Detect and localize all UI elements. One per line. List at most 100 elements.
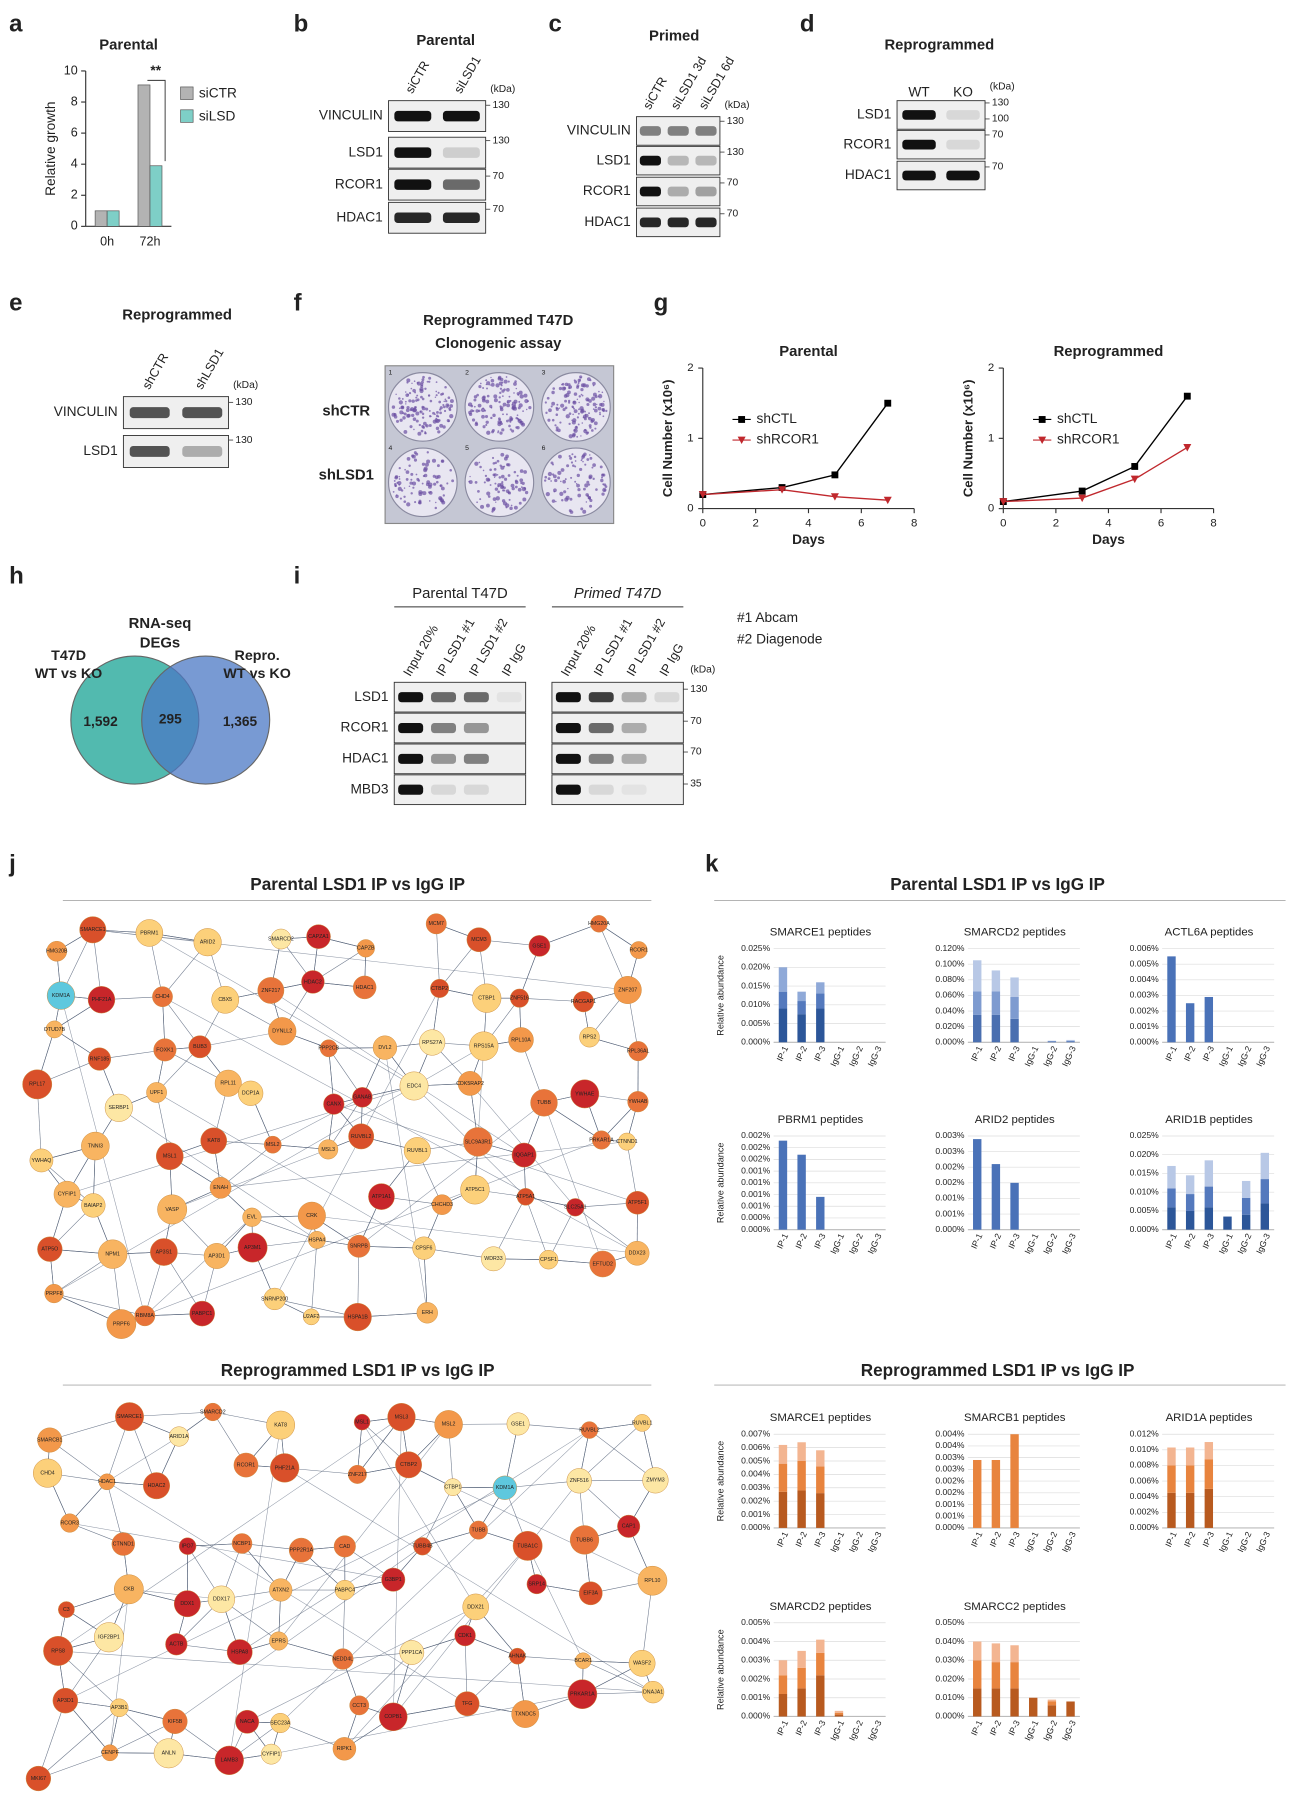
network-node — [111, 1532, 135, 1556]
panel-letter: f — [294, 289, 303, 316]
panel-title: Reprogrammed T47D — [423, 313, 573, 329]
y-tick-label: 0.000% — [741, 1224, 770, 1234]
colony — [439, 406, 443, 410]
colony — [398, 466, 401, 470]
network-node — [641, 1681, 665, 1704]
colony — [443, 409, 447, 413]
node-label: PPP2CB — [318, 1046, 339, 1052]
network-node — [332, 1737, 357, 1761]
network-edge — [422, 1487, 454, 1547]
colony — [485, 420, 489, 424]
x-axis-label: Days — [792, 532, 825, 547]
node-label: CDK5RAP2 — [456, 1081, 484, 1087]
marker-label: 70 — [493, 204, 505, 215]
colony — [486, 503, 490, 508]
bar-segment — [991, 1643, 1001, 1663]
colony — [442, 425, 446, 429]
network-node — [43, 1636, 74, 1666]
node-label: CTBP1 — [478, 996, 495, 1002]
colony — [600, 402, 605, 407]
network-node — [511, 1142, 537, 1168]
node-label: BUB3 — [193, 1044, 207, 1050]
colony — [499, 387, 503, 390]
colony — [601, 492, 605, 496]
node-label: SLC9A3R1 — [465, 1139, 491, 1145]
node-label: HDAC2 — [148, 1483, 166, 1489]
colony — [572, 407, 575, 410]
colony — [491, 456, 495, 460]
colony — [495, 496, 500, 501]
bar-segment — [778, 1491, 788, 1528]
colony — [513, 406, 517, 411]
colony — [522, 410, 524, 412]
venn-label: WT vs KO — [35, 666, 102, 682]
colony — [479, 465, 482, 469]
colony — [410, 492, 413, 495]
colony — [490, 378, 495, 383]
colony — [577, 423, 580, 426]
node-label: SMARCD2 — [268, 936, 294, 942]
node-label: RUVBL2 — [351, 1134, 372, 1140]
band — [667, 217, 689, 228]
colony — [554, 478, 558, 483]
node-label: AP3D1 — [57, 1698, 74, 1704]
colony — [474, 461, 479, 466]
colony — [551, 418, 555, 422]
node-label: PRPF6 — [113, 1321, 130, 1327]
network-node — [143, 1472, 170, 1500]
colony — [545, 491, 550, 497]
network-node — [238, 1080, 264, 1106]
colony — [497, 417, 501, 421]
node-label: RNF185 — [90, 1056, 110, 1062]
colony — [586, 480, 590, 484]
node-label: CENPF — [101, 1750, 119, 1756]
bar-segment — [1204, 1186, 1214, 1208]
colony — [446, 406, 448, 409]
colony — [398, 484, 401, 486]
colony — [398, 397, 401, 400]
bar-segment — [816, 982, 825, 994]
colony — [437, 415, 440, 418]
node-label: RPL10 — [644, 1578, 660, 1584]
colony — [568, 401, 571, 404]
network-node — [306, 924, 331, 949]
colony — [544, 475, 548, 479]
colony — [449, 404, 454, 408]
x-tick-label: 0 — [700, 517, 706, 529]
network-node — [93, 1622, 124, 1653]
colony — [501, 481, 504, 484]
y-tick-label: 0.002% — [1130, 1507, 1159, 1517]
colony — [410, 387, 413, 390]
y-tick-label: 0.020% — [1130, 1149, 1159, 1159]
colony — [406, 378, 411, 383]
colony — [500, 465, 505, 470]
colony — [515, 426, 518, 429]
node-label: ERH — [422, 1310, 433, 1316]
y-tick-label: 0.003% — [1130, 990, 1159, 1000]
network-edge — [128, 1589, 222, 1600]
colony — [486, 430, 491, 435]
venn-right — [141, 655, 271, 785]
legend-label: shRCOR1 — [1057, 432, 1119, 447]
colony — [550, 405, 553, 408]
x-tick-label: 0 — [1000, 517, 1006, 529]
colony — [426, 380, 429, 383]
y-tick-label: 0.004% — [741, 1636, 770, 1646]
node-label: CTNND1 — [113, 1541, 134, 1547]
node-label: TUBB6 — [576, 1537, 593, 1543]
y-tick-label: 0.010% — [1130, 1186, 1159, 1196]
node-label: ZNF516 — [510, 996, 529, 1002]
network-edge — [57, 1416, 402, 1652]
y-tick-label: 0.025% — [1130, 1130, 1159, 1140]
colony — [417, 479, 421, 482]
colony — [518, 400, 521, 403]
well-number: 1 — [389, 369, 393, 376]
network-node — [231, 1533, 253, 1554]
colony — [581, 422, 584, 424]
colony — [479, 498, 482, 501]
y-axis-label: Relative abundance — [715, 955, 725, 1036]
colony — [576, 435, 579, 438]
band — [442, 110, 480, 122]
colony — [576, 473, 580, 478]
band — [621, 722, 647, 734]
